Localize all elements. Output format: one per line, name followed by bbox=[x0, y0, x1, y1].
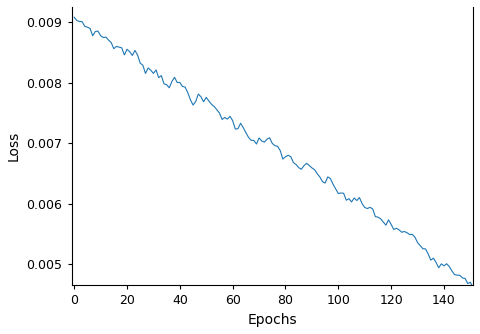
X-axis label: Epochs: Epochs bbox=[248, 313, 297, 327]
Y-axis label: Loss: Loss bbox=[7, 131, 21, 161]
